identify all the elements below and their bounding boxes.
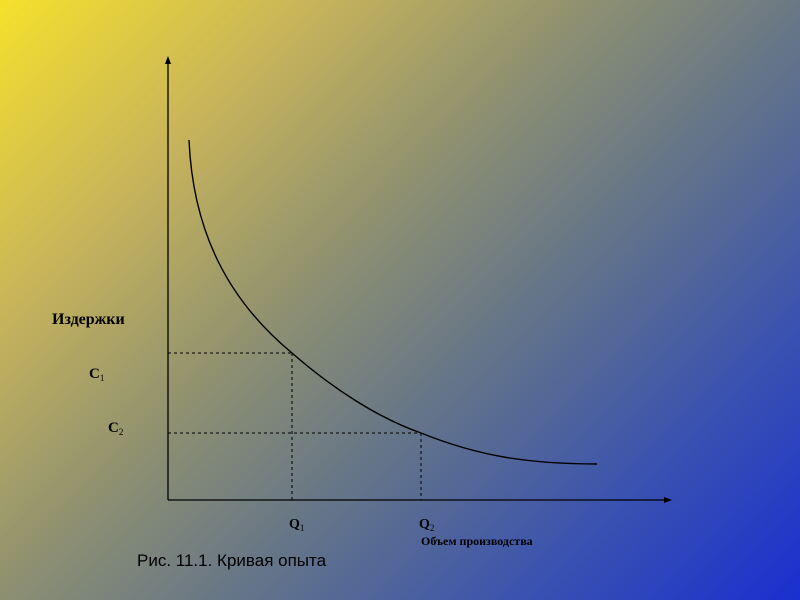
q1-label: Q1	[289, 517, 305, 533]
figure-caption: Рис. 11.1. Кривая опыта	[137, 551, 327, 570]
c1-label: C1	[89, 366, 105, 383]
c2-label: C2	[108, 420, 124, 437]
q2-label: Q2	[419, 517, 435, 533]
x-axis-label: Объем производства	[421, 534, 533, 548]
experience-curve	[188, 139, 598, 465]
y-axis-label: Издержки	[52, 311, 125, 328]
